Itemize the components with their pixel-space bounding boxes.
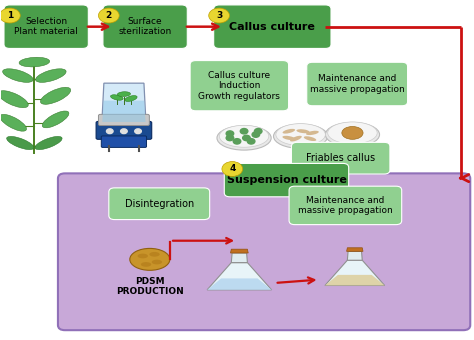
Ellipse shape — [141, 262, 151, 267]
Polygon shape — [325, 260, 385, 286]
FancyBboxPatch shape — [103, 5, 187, 48]
FancyBboxPatch shape — [292, 142, 390, 174]
Text: Suspension culture: Suspension culture — [227, 175, 346, 185]
Ellipse shape — [219, 125, 269, 147]
FancyBboxPatch shape — [289, 186, 401, 225]
Polygon shape — [230, 249, 248, 253]
Text: Maintenance and
massive propagation: Maintenance and massive propagation — [298, 196, 393, 215]
Text: Maintenance and
massive propagation: Maintenance and massive propagation — [310, 74, 404, 94]
Circle shape — [252, 132, 260, 137]
Circle shape — [120, 129, 127, 134]
Ellipse shape — [35, 136, 62, 150]
Circle shape — [226, 135, 234, 141]
Circle shape — [240, 129, 248, 134]
Ellipse shape — [290, 136, 302, 141]
FancyBboxPatch shape — [99, 114, 149, 125]
Circle shape — [222, 162, 243, 176]
Polygon shape — [102, 101, 146, 122]
Text: 1: 1 — [7, 11, 13, 20]
Ellipse shape — [304, 136, 316, 141]
FancyBboxPatch shape — [307, 62, 408, 106]
Ellipse shape — [42, 111, 69, 128]
Ellipse shape — [125, 96, 137, 101]
Text: Selection
Plant material: Selection Plant material — [14, 17, 78, 36]
FancyBboxPatch shape — [96, 121, 152, 139]
Ellipse shape — [40, 87, 71, 104]
Text: 2: 2 — [106, 11, 112, 20]
Ellipse shape — [149, 252, 160, 257]
Circle shape — [209, 8, 229, 23]
Text: Friables callus: Friables callus — [306, 153, 375, 163]
Circle shape — [243, 135, 250, 141]
Circle shape — [135, 129, 141, 134]
Ellipse shape — [342, 126, 363, 139]
Ellipse shape — [217, 126, 271, 150]
Ellipse shape — [283, 136, 295, 140]
Polygon shape — [207, 262, 272, 290]
FancyBboxPatch shape — [214, 5, 331, 48]
FancyBboxPatch shape — [4, 5, 88, 48]
Polygon shape — [347, 251, 362, 260]
Ellipse shape — [328, 122, 377, 144]
Circle shape — [107, 129, 113, 134]
Circle shape — [233, 139, 241, 144]
Circle shape — [247, 139, 255, 144]
Text: Disintegration: Disintegration — [125, 199, 194, 209]
Text: 4: 4 — [229, 165, 236, 173]
Ellipse shape — [137, 254, 148, 258]
Text: Surface
sterilization: Surface sterilization — [118, 17, 172, 36]
Ellipse shape — [325, 122, 380, 147]
FancyBboxPatch shape — [190, 61, 289, 111]
Text: PDSM
PRODUCTION: PDSM PRODUCTION — [116, 277, 184, 296]
Ellipse shape — [110, 95, 123, 100]
Polygon shape — [102, 83, 146, 122]
Polygon shape — [346, 248, 363, 251]
FancyBboxPatch shape — [109, 188, 210, 220]
Text: Callus culture: Callus culture — [229, 22, 315, 32]
FancyBboxPatch shape — [58, 173, 470, 330]
Ellipse shape — [118, 92, 130, 97]
Ellipse shape — [283, 129, 295, 134]
Ellipse shape — [296, 129, 310, 133]
Ellipse shape — [273, 124, 328, 149]
Ellipse shape — [152, 260, 162, 265]
Circle shape — [0, 8, 20, 23]
Polygon shape — [207, 278, 272, 290]
Circle shape — [226, 131, 234, 136]
Ellipse shape — [36, 69, 66, 82]
Polygon shape — [325, 275, 385, 286]
Text: 3: 3 — [216, 11, 222, 20]
Ellipse shape — [276, 124, 325, 146]
Ellipse shape — [306, 131, 319, 135]
Ellipse shape — [0, 114, 27, 131]
Ellipse shape — [0, 91, 28, 108]
Circle shape — [99, 8, 119, 23]
FancyBboxPatch shape — [224, 164, 349, 197]
Ellipse shape — [19, 57, 50, 67]
Polygon shape — [231, 253, 247, 262]
Ellipse shape — [7, 136, 34, 150]
Ellipse shape — [3, 69, 33, 82]
Ellipse shape — [130, 249, 170, 270]
Text: Callus culture
Induction
Growth regulators: Callus culture Induction Growth regulato… — [199, 71, 280, 101]
Circle shape — [255, 129, 262, 134]
FancyBboxPatch shape — [101, 136, 146, 148]
